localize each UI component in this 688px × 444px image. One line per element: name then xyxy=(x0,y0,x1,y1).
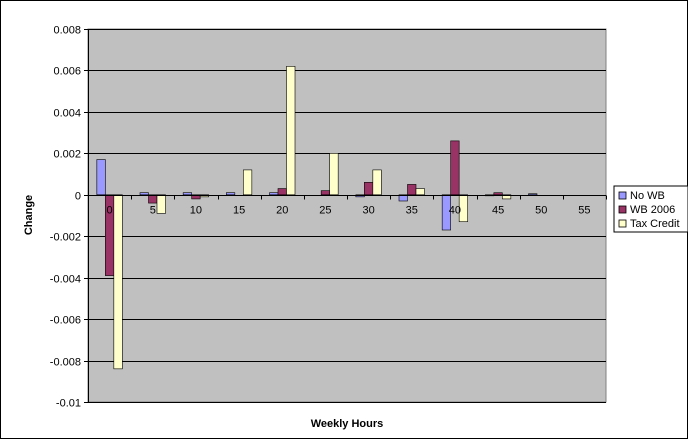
x-tick-label: 10 xyxy=(190,205,202,217)
legend-label: WB 2006 xyxy=(630,204,675,216)
legend-label: No WB xyxy=(630,190,665,202)
x-tick-label: 25 xyxy=(319,205,331,217)
bar xyxy=(182,192,192,196)
legend-swatch xyxy=(618,205,627,214)
bar xyxy=(226,192,236,196)
y-tick-label: 0 xyxy=(75,191,81,203)
legend-label: Tax Credit xyxy=(630,218,680,230)
bar xyxy=(148,194,158,204)
x-tick-label: 30 xyxy=(362,205,374,217)
bar xyxy=(372,169,382,196)
y-tick-label: 0.002 xyxy=(53,149,81,161)
bar xyxy=(329,153,339,196)
bar xyxy=(286,66,296,196)
legend: No WB WB 2006 Tax Credit xyxy=(613,185,688,233)
bar xyxy=(407,184,417,196)
bar xyxy=(156,194,166,214)
x-tick-label: 45 xyxy=(492,205,504,217)
legend-swatch xyxy=(618,191,627,200)
y-tick-label: 0.008 xyxy=(53,25,81,37)
x-tick-label: 35 xyxy=(406,205,418,217)
bar xyxy=(415,188,425,196)
bar xyxy=(398,194,408,202)
x-axis-title: Weekly Hours xyxy=(311,418,384,430)
bars xyxy=(96,66,538,370)
bar xyxy=(96,159,106,196)
x-tick-label: 0 xyxy=(107,205,113,217)
bar xyxy=(502,194,512,200)
y-tick-label: -0.01 xyxy=(56,398,81,410)
x-tick-label: 20 xyxy=(276,205,288,217)
x-tick-label: 55 xyxy=(578,205,590,217)
x-tick-label: 50 xyxy=(535,205,547,217)
bar xyxy=(450,140,460,196)
bar xyxy=(528,193,538,196)
y-tick-label: -0.006 xyxy=(50,315,81,327)
bar xyxy=(458,194,468,223)
bar xyxy=(277,188,287,196)
gridlines xyxy=(88,29,606,403)
y-tick-label: -0.008 xyxy=(50,357,81,369)
bar xyxy=(320,190,330,196)
plot-area xyxy=(87,28,607,403)
x-tick-label: 40 xyxy=(449,205,461,217)
x-tick-label: 15 xyxy=(233,205,245,217)
bar xyxy=(113,194,123,370)
y-tick-label: -0.002 xyxy=(50,232,81,244)
bar xyxy=(139,192,149,196)
bar xyxy=(364,182,374,196)
x-axis-ticks: 0 5 10 15 20 25 30 35 40 45 50 55 xyxy=(88,195,607,217)
bar xyxy=(493,192,503,196)
x-tick-label: 5 xyxy=(150,205,156,217)
legend-swatch xyxy=(618,219,627,228)
y-tick-label: 0.004 xyxy=(53,108,81,120)
bar xyxy=(441,194,451,231)
bar xyxy=(269,192,279,196)
y-axis-ticks: 0.008 0.006 0.004 0.002 0 -0.002 -0.004 -0.006 -… xyxy=(50,25,88,410)
y-tick-label: 0.006 xyxy=(53,66,81,78)
y-tick-label: -0.004 xyxy=(50,274,81,286)
bar xyxy=(243,169,253,196)
y-axis-title: Change xyxy=(23,195,35,235)
